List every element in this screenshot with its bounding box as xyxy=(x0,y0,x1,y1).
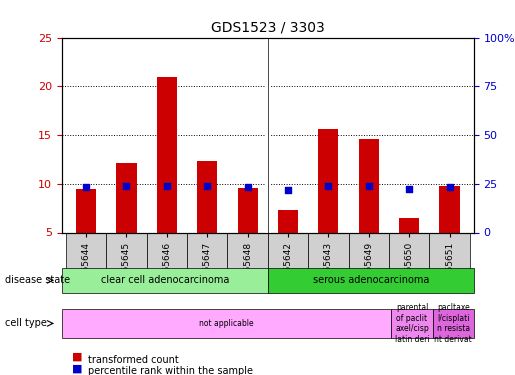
Bar xyxy=(197,161,217,232)
Point xyxy=(284,187,292,193)
FancyBboxPatch shape xyxy=(389,232,430,283)
Text: ■: ■ xyxy=(72,363,82,373)
Point xyxy=(405,186,414,192)
Bar xyxy=(278,210,298,232)
FancyBboxPatch shape xyxy=(349,232,389,283)
Point xyxy=(203,183,211,189)
FancyBboxPatch shape xyxy=(147,232,187,283)
Point xyxy=(365,183,373,189)
Bar xyxy=(237,188,258,232)
FancyBboxPatch shape xyxy=(430,232,470,283)
Text: disease state: disease state xyxy=(5,275,70,285)
Text: parental
of paclit
axel/cisp
latin deri: parental of paclit axel/cisp latin deri xyxy=(394,303,430,344)
Bar xyxy=(318,129,338,232)
Bar xyxy=(439,186,460,232)
Bar xyxy=(399,218,419,232)
Text: ■: ■ xyxy=(72,352,82,362)
Text: clear cell adenocarcinoma: clear cell adenocarcinoma xyxy=(100,275,229,285)
FancyBboxPatch shape xyxy=(187,232,228,283)
Text: percentile rank within the sample: percentile rank within the sample xyxy=(88,366,252,375)
Point xyxy=(324,183,333,189)
Bar xyxy=(157,76,177,232)
Point xyxy=(244,184,252,190)
Point xyxy=(445,184,454,190)
Text: pacltaxe
l/cisplati
n resista
nt derivat: pacltaxe l/cisplati n resista nt derivat xyxy=(434,303,472,344)
Point xyxy=(82,184,90,190)
FancyBboxPatch shape xyxy=(106,232,147,283)
FancyBboxPatch shape xyxy=(268,232,308,283)
Text: transformed count: transformed count xyxy=(88,355,178,365)
Bar xyxy=(76,189,96,232)
FancyBboxPatch shape xyxy=(308,232,349,283)
Point xyxy=(163,183,171,189)
Title: GDS1523 / 3303: GDS1523 / 3303 xyxy=(211,21,324,35)
Text: serous adenocarcinoma: serous adenocarcinoma xyxy=(313,275,429,285)
Bar xyxy=(116,163,136,232)
Text: cell type: cell type xyxy=(5,318,47,328)
Point xyxy=(122,183,130,189)
FancyBboxPatch shape xyxy=(66,232,106,283)
Text: not applicable: not applicable xyxy=(199,319,254,328)
FancyBboxPatch shape xyxy=(228,232,268,283)
Bar xyxy=(358,139,379,232)
